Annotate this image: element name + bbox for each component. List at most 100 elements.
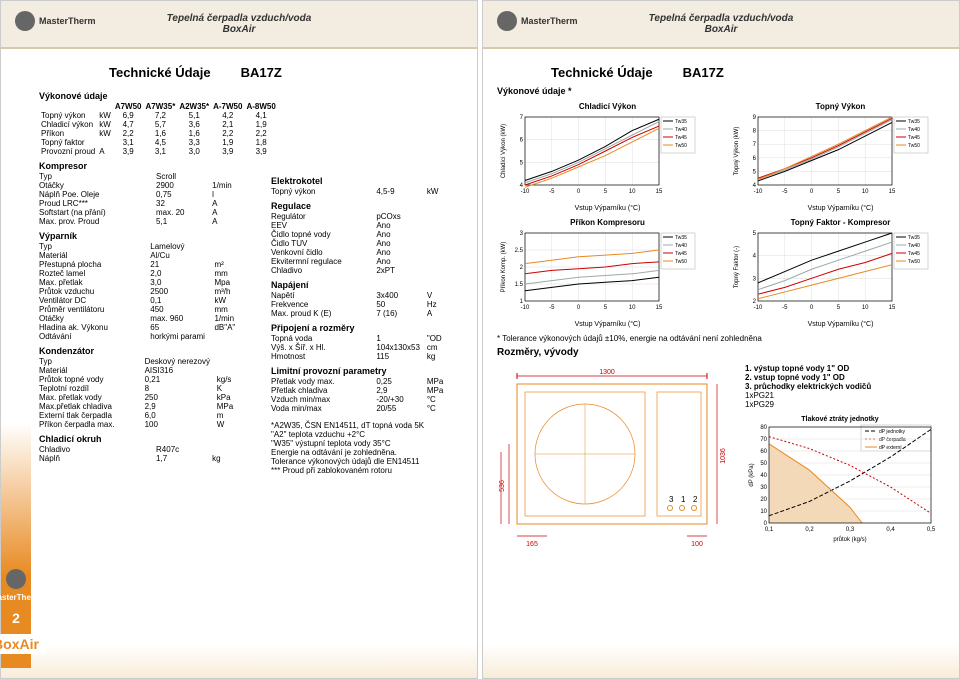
kondenzator-table: TypDeskový nerezovýMateriálAISI316Průtok… xyxy=(39,357,259,429)
svg-text:0: 0 xyxy=(577,305,581,311)
svg-text:3: 3 xyxy=(520,231,524,237)
svg-text:40: 40 xyxy=(760,473,767,479)
svg-text:Tw40: Tw40 xyxy=(675,127,687,133)
svg-text:Tw35: Tw35 xyxy=(908,119,920,125)
svg-text:15: 15 xyxy=(656,305,663,311)
svg-text:0: 0 xyxy=(810,305,814,311)
chart: Topný Výkon456789-10-5051015Topný Výkon … xyxy=(730,102,951,212)
svg-text:2: 2 xyxy=(693,495,698,504)
svg-text:4: 4 xyxy=(753,254,757,260)
page-right: MasterTherm Tepelná čerpadla vzduch/voda… xyxy=(482,0,960,679)
napajeni-table: Napětí3x400VFrekvence50HzMax. proud K (E… xyxy=(271,291,469,318)
svg-text:0,5: 0,5 xyxy=(927,527,935,533)
svg-text:6: 6 xyxy=(753,156,757,162)
svg-text:1.5: 1.5 xyxy=(515,282,524,288)
svg-text:165: 165 xyxy=(526,541,538,548)
svg-text:10: 10 xyxy=(862,305,869,311)
svg-text:2: 2 xyxy=(520,265,524,271)
svg-text:0,3: 0,3 xyxy=(846,527,855,533)
svg-text:Tw50: Tw50 xyxy=(908,143,920,149)
svg-text:80: 80 xyxy=(760,425,767,431)
model-code: BA17Z xyxy=(241,65,282,80)
regulace-table: RegulátorpCOxsEEVAnoČidlo topné vodyAnoČ… xyxy=(271,212,469,275)
svg-text:70: 70 xyxy=(760,437,767,443)
svg-text:Tw45: Tw45 xyxy=(908,251,920,257)
outputs-list: 1. výstup topné vody 1" OD2. vstup topné… xyxy=(745,364,935,409)
header: MasterTherm Tepelná čerpadla vzduch/voda… xyxy=(1,1,477,49)
svg-text:6: 6 xyxy=(520,138,524,144)
svg-text:10: 10 xyxy=(862,189,869,195)
svg-text:Topný Výkon (kW): Topný Výkon (kW) xyxy=(734,127,740,176)
svg-text:5: 5 xyxy=(604,189,608,195)
svg-text:Tw45: Tw45 xyxy=(675,251,687,257)
logo-icon xyxy=(15,11,35,31)
svg-text:-10: -10 xyxy=(754,189,763,195)
svg-text:Tw40: Tw40 xyxy=(908,127,920,133)
svg-text:3: 3 xyxy=(753,276,757,282)
kompresor-table: TypScrollOtáčky29001/minNáplň Poe. Oleje… xyxy=(39,172,259,226)
pripojeni-table: Topná voda1"ODVýš. x Šíř. x Hl.104x130x5… xyxy=(271,334,469,361)
elektro-table: Topný výkon4,5-9kW xyxy=(271,187,469,196)
limitni-title: Limitní provozní parametry xyxy=(271,366,469,376)
svg-text:-10: -10 xyxy=(754,305,763,311)
dimension-diagram: 3 1 2 1300 165 100 1036 536 506 xyxy=(497,364,737,564)
footnotes: *A2W35, ČSN EN14511, dT topná voda 5K"A2… xyxy=(271,421,469,475)
page-number: 2 xyxy=(12,610,20,626)
svg-text:Tw40: Tw40 xyxy=(908,243,920,249)
tech-title: Technické Údaje xyxy=(109,65,211,80)
vyparnik-table: TypLamelovýMateriálAl/CuPřestupná plocha… xyxy=(39,242,259,341)
svg-text:-5: -5 xyxy=(549,189,555,195)
model-code: BA17Z xyxy=(683,65,724,80)
brand-text: MasterTherm xyxy=(521,16,578,26)
svg-text:5: 5 xyxy=(520,160,524,166)
header-sub: BoxAir xyxy=(705,24,738,35)
svg-text:Tw45: Tw45 xyxy=(908,135,920,141)
svg-text:10: 10 xyxy=(629,305,636,311)
svg-text:8: 8 xyxy=(753,129,757,135)
svg-text:Tw35: Tw35 xyxy=(908,235,920,241)
svg-text:3: 3 xyxy=(669,495,674,504)
svg-text:50: 50 xyxy=(760,461,767,467)
svg-text:Tw50: Tw50 xyxy=(675,259,687,265)
svg-text:15: 15 xyxy=(889,305,896,311)
svg-text:536: 536 xyxy=(499,480,506,492)
chart: Topný Faktor - Kompresor2345-10-5051015T… xyxy=(730,218,951,328)
svg-text:15: 15 xyxy=(889,189,896,195)
logo-icon xyxy=(497,11,517,31)
svg-text:7: 7 xyxy=(520,115,524,121)
svg-text:Tw35: Tw35 xyxy=(675,119,687,125)
svg-text:0: 0 xyxy=(577,189,581,195)
kondenzator-title: Kondenzátor xyxy=(39,346,259,356)
svg-text:-5: -5 xyxy=(782,189,788,195)
perf-title2: Výkonové údaje * xyxy=(497,86,951,96)
svg-text:Příkon Komp. (kW): Příkon Komp. (kW) xyxy=(501,242,507,293)
svg-text:-5: -5 xyxy=(782,305,788,311)
svg-text:100: 100 xyxy=(691,541,703,548)
svg-text:5: 5 xyxy=(837,189,841,195)
perf-title: Výkonové údaje xyxy=(39,91,259,101)
svg-text:-10: -10 xyxy=(521,189,530,195)
svg-text:5: 5 xyxy=(837,305,841,311)
brand-logo: MasterTherm xyxy=(15,11,96,31)
svg-text:0: 0 xyxy=(810,189,814,195)
vyparnik-title: Výparník xyxy=(39,231,259,241)
svg-text:dP (kPa): dP (kPa) xyxy=(749,463,755,486)
tech-title: Technické Údaje xyxy=(551,65,653,80)
page-left: MasterTherm Tepelná čerpadla vzduch/voda… xyxy=(0,0,478,679)
chladici-table: ChladivoR407cNáplň1,7kg xyxy=(39,445,259,463)
svg-text:1036: 1036 xyxy=(720,448,727,464)
svg-text:20: 20 xyxy=(760,497,767,503)
chart: Příkon Kompresoru11.522.53-10-5051015Pří… xyxy=(497,218,718,328)
svg-text:10: 10 xyxy=(760,509,767,515)
side-band: MasterTherm 2 BoxAir xyxy=(1,55,31,668)
header: MasterTherm Tepelná čerpadla vzduch/voda… xyxy=(483,1,959,49)
svg-text:60: 60 xyxy=(760,449,767,455)
svg-text:-10: -10 xyxy=(521,305,530,311)
header-sub: BoxAir xyxy=(223,24,256,35)
svg-text:7: 7 xyxy=(753,142,757,148)
svg-text:0,2: 0,2 xyxy=(805,527,814,533)
svg-text:Tw40: Tw40 xyxy=(675,243,687,249)
svg-text:5: 5 xyxy=(604,305,608,311)
chladici-title: Chladicí okruh xyxy=(39,434,259,444)
elektro-title: Elektrokotel xyxy=(271,176,469,186)
